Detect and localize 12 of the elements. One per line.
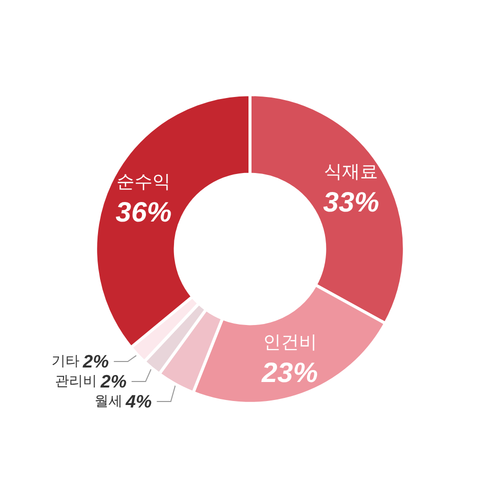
data-label: 36% <box>116 196 172 228</box>
slice-label: 순수익 <box>116 171 171 192</box>
slice-label: 인건비 <box>262 332 317 354</box>
data-label: 23% <box>260 357 318 388</box>
data-label: 2% <box>82 352 109 372</box>
slice-label: 식재료 <box>324 162 378 183</box>
data-label: 33% <box>323 186 380 218</box>
data-label: 2% <box>100 372 127 392</box>
slice-label: 기타 <box>51 354 80 370</box>
slice-label: 월세 <box>94 394 122 410</box>
data-label: 4% <box>124 392 152 412</box>
slice-label: 관리비 <box>55 374 98 390</box>
